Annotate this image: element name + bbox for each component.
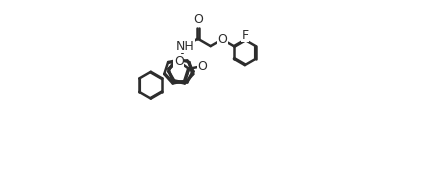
Text: NH: NH [175,40,194,53]
Text: O: O [197,60,207,73]
Text: O: O [217,33,227,46]
Text: F: F [241,29,248,42]
Text: O: O [174,55,184,68]
Text: O: O [193,13,203,26]
